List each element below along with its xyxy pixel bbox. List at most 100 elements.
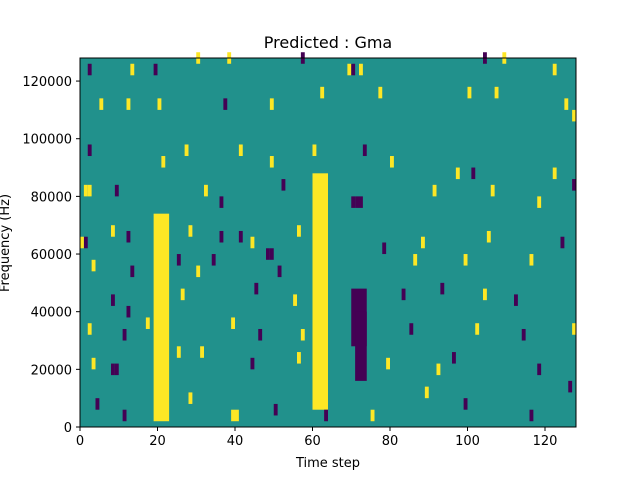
heatmap-cell — [91, 259, 96, 272]
heatmap-cell — [200, 346, 204, 358]
x-tick-label: 80 — [382, 434, 399, 449]
heatmap-cell — [87, 144, 92, 157]
heatmap-cell — [126, 305, 131, 318]
heatmap-cell — [83, 236, 88, 249]
x-tick-label: 120 — [533, 434, 558, 449]
heatmap-cell — [409, 323, 414, 335]
heatmap-cell — [471, 167, 476, 180]
heatmap-cell — [463, 398, 468, 410]
heatmap-cell — [180, 288, 185, 301]
y-tick-label: 80000 — [31, 190, 72, 205]
heatmap-cell — [297, 352, 301, 364]
y-tick-label: 0 — [64, 421, 72, 436]
heatmap-cell — [111, 363, 115, 376]
heatmap-cell — [87, 323, 92, 335]
y-tick-label: 20000 — [31, 363, 72, 378]
heatmap-cell — [204, 184, 208, 197]
heatmap-cell — [235, 409, 239, 422]
heatmap-cell — [359, 196, 363, 208]
heatmap-cell — [238, 144, 243, 157]
heatmap-cell — [219, 196, 224, 208]
heatmap-cell — [122, 328, 127, 341]
heatmap-cell — [184, 144, 189, 157]
plot-frame — [79, 57, 577, 428]
heatmap-cell — [145, 317, 150, 329]
heatmap-cell — [157, 98, 162, 110]
heatmap-band — [312, 173, 328, 410]
heatmap-cell — [432, 184, 437, 197]
x-tick-label: 60 — [304, 434, 321, 449]
heatmap-cell — [130, 63, 135, 76]
y-tick-label: 100000 — [22, 133, 72, 148]
heatmap-cell — [568, 380, 573, 393]
heatmap-cell — [572, 179, 576, 191]
heatmap-cell — [537, 196, 542, 208]
heatmap-cell — [320, 86, 325, 99]
heatmap-cell — [293, 294, 297, 306]
heatmap-cell — [483, 288, 487, 301]
heatmap-cell — [95, 398, 100, 410]
heatmap-cell — [351, 63, 356, 76]
heatmap-cell — [153, 63, 158, 76]
x-axis: 0 20 40 60 80 100 120 — [76, 427, 558, 449]
heatmap-cell — [572, 323, 576, 335]
heatmap-cell — [362, 144, 367, 157]
heatmap-cell — [188, 225, 193, 237]
y-tick-label: 120000 — [22, 75, 72, 90]
y-tick-label: 40000 — [31, 306, 72, 321]
heatmap-cell — [537, 363, 542, 376]
heatmap-cell — [386, 357, 390, 370]
heatmap-cell — [463, 254, 468, 266]
x-axis-label: Time step — [295, 456, 360, 471]
y-axis: 0 20000 40000 60000 80000 100000 120000 — [22, 75, 80, 436]
heatmap-cell — [572, 109, 576, 122]
heatmap-cell — [231, 409, 235, 422]
heatmap-cell — [455, 167, 460, 180]
heatmap-cell — [130, 265, 135, 278]
x-tick-label: 0 — [76, 434, 84, 449]
heatmap-cell — [238, 230, 243, 243]
heatmap-cell — [87, 63, 92, 76]
heatmap-cell — [467, 86, 472, 99]
chart-title: Predicted : Gma — [264, 33, 392, 52]
heatmap-cell — [401, 288, 406, 301]
heatmap-cell — [552, 167, 557, 180]
heatmap-cell — [91, 357, 96, 370]
heatmap-cell — [188, 392, 193, 404]
heatmap-cell — [440, 282, 445, 295]
heatmap-cell — [250, 236, 255, 249]
heatmap-cell — [355, 196, 359, 208]
x-tick-label: 40 — [227, 434, 244, 449]
heatmap-cell — [452, 352, 456, 364]
y-axis-label: Frequency (Hz) — [0, 194, 13, 292]
heatmap-cell — [254, 282, 259, 295]
heatmap-cell — [219, 230, 224, 243]
heatmap-cell — [223, 98, 228, 110]
heatmap-cell — [281, 179, 286, 191]
heatmap-cell — [436, 363, 441, 376]
heatmap-cell — [297, 225, 301, 237]
heatmap-cell — [529, 409, 534, 422]
heatmap-cell — [490, 184, 495, 197]
heatmap-cell — [269, 156, 274, 168]
heatmap-cell — [122, 409, 127, 422]
heatmap-cell — [83, 184, 88, 197]
heatmap-cell — [312, 144, 317, 157]
heatmap-cell — [87, 184, 92, 197]
heatmap-cell — [351, 196, 356, 208]
heatmap-cell — [475, 323, 480, 335]
heatmap-cell — [413, 254, 418, 266]
heatmap-cell — [494, 86, 499, 99]
heatmap-cell — [564, 98, 569, 110]
heatmap-cell — [514, 294, 518, 306]
heatmap-cell — [269, 98, 274, 110]
heatmap-cell — [370, 409, 375, 422]
heatmap-cell — [529, 254, 534, 266]
y-tick-label: 60000 — [31, 248, 72, 263]
heatmap-cell — [378, 86, 383, 99]
heatmap-cell — [382, 242, 387, 255]
heatmap-band — [355, 311, 367, 381]
heatmap-cell — [111, 294, 115, 306]
heatmap-cell — [231, 317, 235, 329]
